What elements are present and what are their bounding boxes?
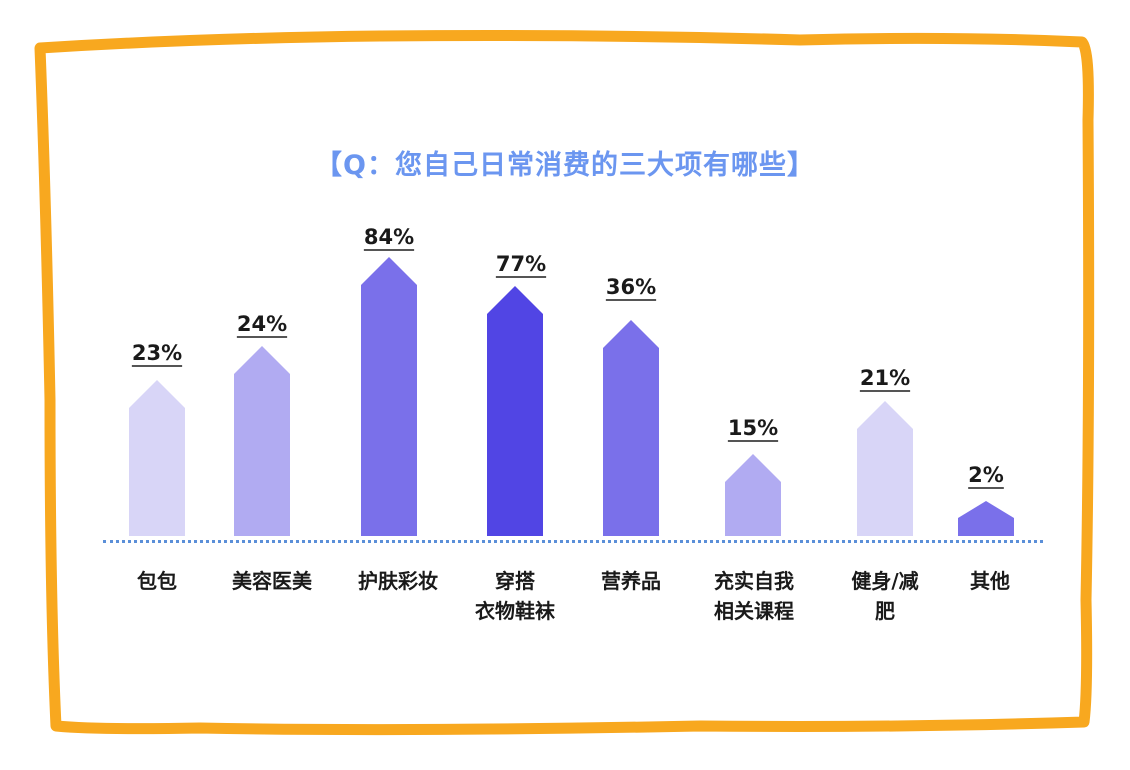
bar-handbags <box>129 380 185 536</box>
category-label: 其他 <box>920 566 1060 596</box>
value-label: 24% <box>236 312 288 336</box>
category-label: 营养品 <box>561 566 701 596</box>
category-line: 相关课程 <box>714 599 794 623</box>
value-label: 84% <box>363 225 415 249</box>
category-line: 健身/减 <box>851 569 919 593</box>
value-label: 77% <box>495 252 547 276</box>
category-label: 穿搭 衣物鞋袜 <box>445 566 585 626</box>
category-label: 充实自我 相关课程 <box>684 566 824 626</box>
value-label: 21% <box>859 366 911 390</box>
value-label: 36% <box>605 275 657 299</box>
category-line: 护肤彩妆 <box>358 569 438 593</box>
bar-beauty-medical <box>234 346 290 536</box>
bar-other <box>958 501 1014 536</box>
category-label: 护肤彩妆 <box>328 566 468 596</box>
value-label: 15% <box>727 416 779 440</box>
bar-fitness <box>857 401 913 536</box>
category-label: 美容医美 <box>202 566 342 596</box>
category-label: 包包 <box>87 566 227 596</box>
category-line: 穿搭 <box>495 569 535 593</box>
x-axis-baseline <box>103 540 1043 543</box>
bar-clothing-shoes <box>487 286 543 536</box>
bar-skincare-makeup <box>361 257 417 536</box>
category-line: 营养品 <box>601 569 661 593</box>
bar-nutrition <box>603 320 659 536</box>
category-line: 肥 <box>875 599 895 623</box>
category-label: 健身/减 肥 <box>815 566 955 626</box>
category-line: 包包 <box>137 569 177 593</box>
category-line: 其他 <box>970 569 1010 593</box>
bar-self-improvement <box>725 454 781 536</box>
value-label: 2% <box>968 463 1004 487</box>
category-line: 衣物鞋袜 <box>475 599 555 623</box>
value-label: 23% <box>131 341 183 365</box>
category-line: 充实自我 <box>714 569 794 593</box>
chart-title: 【Q：您自己日常消费的三大项有哪些】 <box>315 150 815 181</box>
category-line: 美容医美 <box>232 569 312 593</box>
